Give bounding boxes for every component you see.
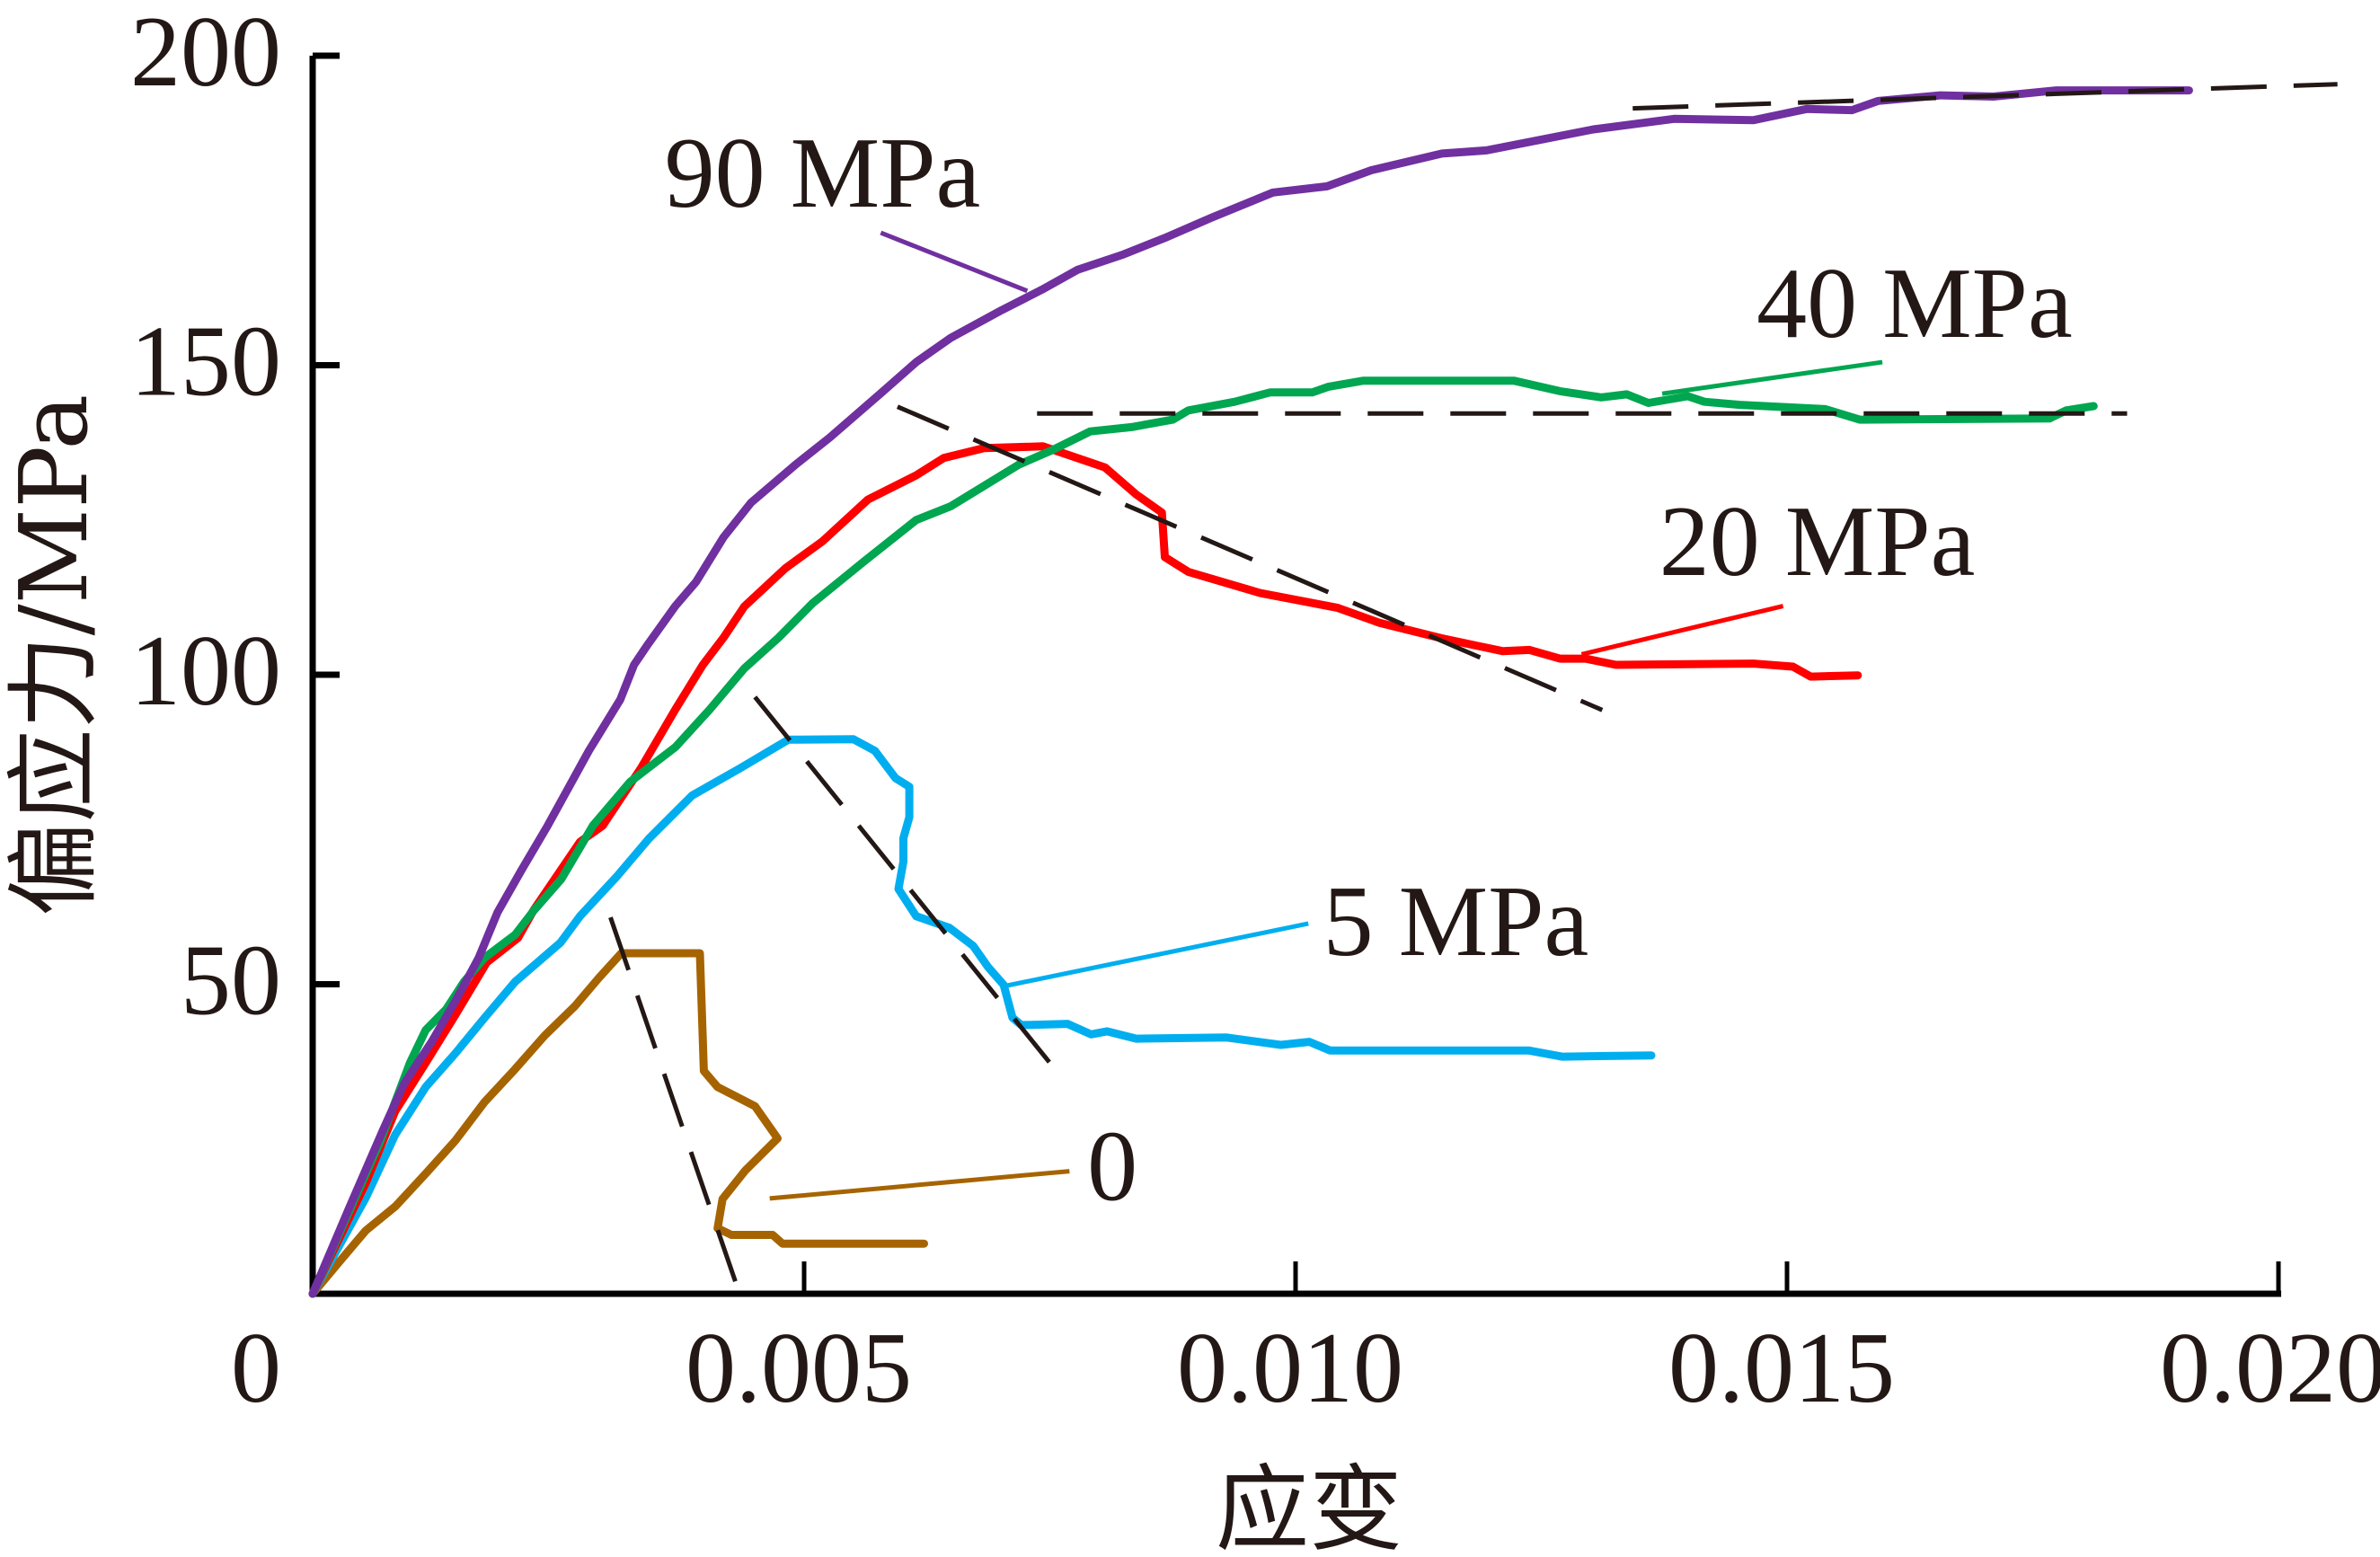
leader-line-90-mpa [880, 230, 1029, 294]
fit-lines [608, 82, 2338, 1283]
y-tick-label-100: 100 [130, 615, 281, 727]
series-label-20-mpa: 20 MPa [1659, 486, 1976, 597]
series-line-0 [308, 949, 928, 1298]
leader-line-5-mpa [1006, 921, 1309, 988]
leader-line-0 [769, 1169, 1070, 1201]
y-tick-label-150: 150 [130, 306, 281, 418]
x-tick-label-0-005: 0.005 [686, 1313, 912, 1424]
tick-labels: 50 100 150 200 0.005 0.010 0.015 0.020 0 [130, 0, 2380, 1424]
x-tick-label-0-015: 0.015 [1668, 1313, 1895, 1424]
origin-tick-label: 0 [231, 1313, 281, 1424]
series-label-5-mpa: 5 MPa [1323, 866, 1589, 978]
series-line-40-mpa [308, 376, 2098, 1298]
leader-lines [769, 230, 1883, 1201]
y-axis-title: 偏应力/MPa [0, 394, 109, 916]
leader-line-20-mpa [1580, 604, 1784, 657]
x-tick-label-0-01: 0.010 [1177, 1313, 1403, 1424]
y-tick-label-50: 50 [181, 925, 281, 1037]
series-line-5-mpa [308, 735, 1656, 1298]
axis-titles: 应变 偏应力/MPa [0, 394, 1402, 1557]
x-axis-title: 应变 [1216, 1455, 1402, 1557]
series-label-0: 0 [1087, 1110, 1137, 1222]
fit-line-0 [608, 916, 738, 1283]
series-lines [308, 86, 2193, 1298]
axes [309, 52, 2281, 1297]
y-tick-label-200: 200 [130, 0, 281, 108]
series-label-40-mpa: 40 MPa [1756, 248, 2073, 359]
series-labels: 0 5 MPa 20 MPa 40 MPa 90 MPa [665, 118, 2073, 1222]
leader-line-40-mpa [1661, 359, 1883, 396]
series-line-90-mpa [308, 86, 2193, 1298]
series-label-90-mpa: 90 MPa [665, 118, 981, 229]
x-tick-label-0-02: 0.020 [2160, 1313, 2380, 1424]
fit-line-20-mpa [896, 404, 1604, 712]
fit-line-90-mpa [1632, 82, 2338, 111]
